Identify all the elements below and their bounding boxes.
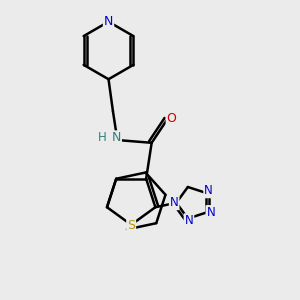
Text: N: N — [112, 131, 121, 144]
Text: O: O — [167, 112, 176, 125]
Text: N: N — [170, 196, 178, 209]
Text: S: S — [127, 219, 135, 232]
Text: N: N — [184, 214, 193, 227]
Text: N: N — [206, 206, 215, 219]
Text: N: N — [204, 184, 213, 197]
Text: H: H — [98, 131, 106, 144]
Text: N: N — [104, 15, 113, 28]
